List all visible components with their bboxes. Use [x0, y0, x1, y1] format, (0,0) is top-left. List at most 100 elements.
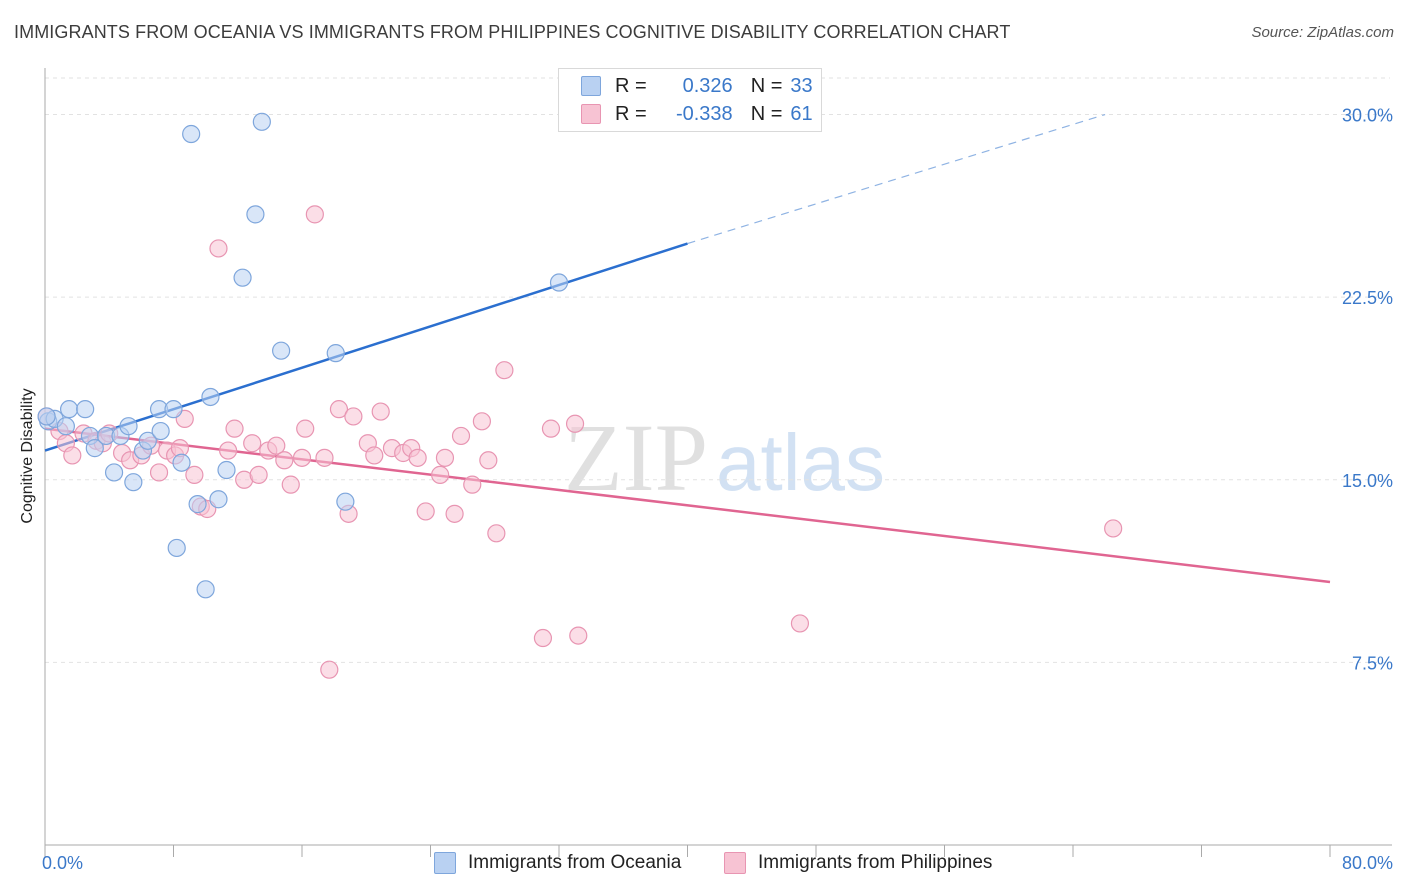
data-point-philippines	[209, 239, 228, 258]
data-point-philippines	[344, 407, 363, 426]
data-point-philippines	[365, 446, 384, 465]
stats-legend: R = 0.326 N = 33 R = -0.338 N = 61	[558, 68, 822, 132]
legend-n-label: N =	[750, 102, 783, 125]
data-point-oceania	[336, 492, 355, 511]
bottom-legend-label-oceania: Immigrants from Oceania	[468, 852, 682, 873]
data-point-oceania	[59, 400, 79, 419]
data-point-philippines	[329, 400, 349, 419]
axes	[44, 68, 1392, 857]
data-points	[37, 112, 1123, 679]
trend-line-philippines	[44, 427, 1331, 584]
legend-row-oceania: R = 0.326 N = 33	[581, 73, 813, 99]
data-point-philippines	[149, 463, 169, 482]
legend-row-philippines: R = -0.338 N = 61	[581, 101, 813, 127]
data-point-oceania	[104, 463, 124, 482]
data-point-philippines	[541, 419, 561, 438]
data-point-oceania	[124, 473, 143, 492]
data-point-oceania	[252, 112, 271, 131]
data-point-philippines	[305, 205, 324, 224]
bottom-legend-label-philippines: Immigrants from Philippines	[758, 852, 993, 873]
data-point-philippines	[495, 361, 514, 380]
x-tick-label: 0.0%	[42, 853, 83, 873]
data-point-oceania	[76, 400, 95, 419]
bottom-legend-oceania: Immigrants from Oceania	[434, 852, 681, 874]
legend-n-value: 33	[790, 74, 813, 97]
data-point-oceania	[151, 421, 170, 441]
data-point-philippines	[533, 628, 553, 648]
data-point-philippines	[249, 465, 268, 484]
data-point-philippines	[292, 448, 312, 467]
legend-n-label: N =	[750, 74, 783, 97]
data-point-philippines	[790, 614, 810, 633]
y-tick-label: 15.0%	[1342, 471, 1393, 491]
watermark-atlas: atlas	[716, 418, 885, 507]
legend-r-value: -0.338	[675, 102, 733, 125]
data-point-philippines	[431, 465, 450, 484]
data-point-philippines	[267, 436, 286, 455]
trend-lines	[44, 113, 1331, 584]
data-point-philippines	[320, 660, 339, 679]
data-point-philippines	[243, 434, 262, 453]
bottom-legend-swatch-oceania	[434, 852, 456, 874]
data-point-oceania	[164, 400, 183, 419]
tick-labels: 7.5% 15.0% 22.5% 30.0% 0.0% 80.0%	[42, 106, 1393, 873]
data-point-oceania	[138, 431, 157, 450]
data-point-philippines	[281, 475, 300, 494]
data-point-philippines	[225, 419, 244, 438]
legend-r-value: 0.326	[682, 74, 733, 97]
data-point-oceania	[172, 453, 191, 472]
bottom-legend-philippines: Immigrants from Philippines	[724, 852, 992, 874]
data-point-oceania	[201, 387, 220, 407]
data-point-oceania	[182, 124, 201, 144]
data-point-oceania	[233, 268, 252, 287]
trend-line-oceania	[44, 242, 688, 452]
bottom-legend-swatch-philippines	[724, 852, 746, 874]
data-point-oceania	[209, 490, 228, 509]
trend-line-oceania-extension	[687, 113, 1106, 245]
data-point-oceania	[246, 205, 265, 224]
data-point-philippines	[371, 402, 390, 421]
x-tick-label: 80.0%	[1342, 853, 1393, 873]
data-point-oceania	[56, 417, 75, 436]
data-point-oceania	[37, 407, 56, 426]
data-point-philippines	[219, 441, 238, 460]
data-point-philippines	[463, 475, 482, 494]
data-point-oceania	[188, 495, 207, 514]
data-point-oceania	[167, 538, 186, 558]
y-tick-label: 30.0%	[1342, 106, 1393, 126]
data-point-oceania	[85, 439, 104, 458]
data-point-philippines	[63, 446, 82, 465]
data-point-philippines	[487, 524, 506, 543]
y-tick-label: 7.5%	[1352, 653, 1393, 673]
watermark-zip: ZIP	[564, 404, 708, 511]
data-point-philippines	[472, 412, 491, 431]
data-point-oceania	[196, 580, 215, 599]
data-point-oceania	[549, 273, 569, 292]
data-point-philippines	[445, 504, 464, 523]
data-point-philippines	[416, 502, 435, 521]
data-point-philippines	[569, 626, 588, 645]
data-point-philippines	[315, 448, 334, 467]
legend-swatch-philippines	[581, 104, 601, 124]
source-credit: Source: ZipAtlas.com	[1251, 24, 1394, 41]
chart-title: IMMIGRANTS FROM OCEANIA VS IMMIGRANTS FR…	[14, 22, 1011, 42]
data-point-oceania	[272, 341, 291, 360]
legend-swatch-oceania	[581, 76, 601, 96]
data-point-oceania	[217, 460, 236, 480]
y-tick-label: 22.5%	[1342, 288, 1393, 308]
data-point-philippines	[479, 451, 498, 470]
legend-r-label: R =	[615, 74, 647, 97]
data-point-philippines	[408, 448, 427, 467]
data-point-philippines	[275, 451, 294, 470]
data-point-philippines	[451, 426, 471, 446]
data-point-philippines	[435, 448, 455, 467]
gridlines	[45, 77, 1390, 663]
data-point-philippines	[296, 419, 315, 438]
data-point-philippines	[565, 414, 585, 433]
watermark: ZIP atlas	[564, 404, 885, 511]
data-point-oceania	[119, 417, 138, 436]
data-point-philippines	[1104, 519, 1123, 538]
legend-r-label: R =	[615, 102, 647, 125]
data-point-philippines	[185, 465, 204, 484]
